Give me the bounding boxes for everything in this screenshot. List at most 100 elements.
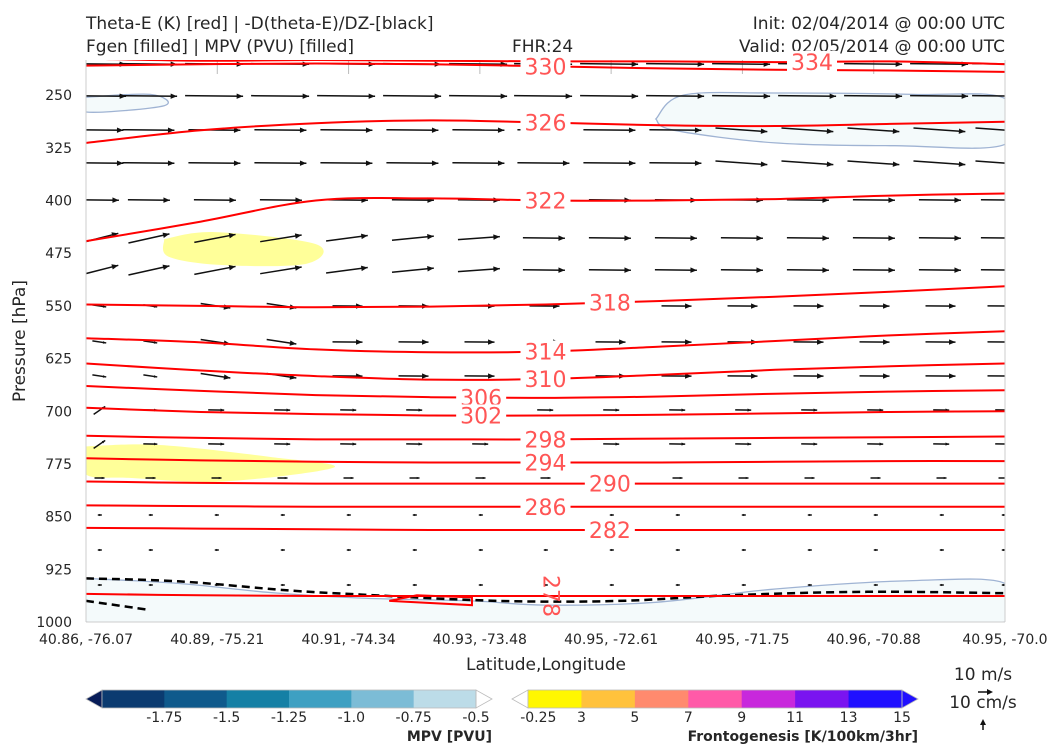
colorbar-fgen-tick: 13 (840, 710, 858, 726)
y-axis-label: Pressure [hPa] (10, 280, 30, 402)
wind-arrow (852, 197, 895, 203)
colorbar-mpv-tick: -1.75 (146, 710, 182, 726)
wind-arrow (786, 197, 829, 203)
vector-scale-horizontal: 10 m/s (954, 665, 1012, 685)
y-tick-label: 475 (45, 246, 72, 262)
wind-arrow (715, 127, 768, 134)
wind-arrow (386, 160, 439, 166)
wind-arrow (478, 548, 483, 552)
wind-arrow (148, 583, 153, 587)
x-tick-label: 40.95, -70.0 (962, 632, 1047, 648)
wind-arrow (870, 476, 881, 480)
wind-arrow (119, 93, 178, 99)
colorbar-fgen-extend-right (901, 689, 919, 709)
wind-arrow (675, 513, 680, 517)
wind-arrow (801, 408, 818, 412)
wind-arrow (92, 374, 107, 378)
wind-arrow (145, 476, 156, 480)
wind-arrow (86, 264, 119, 275)
wind-arrow (128, 264, 170, 276)
wind-arrow (522, 267, 565, 273)
wind-arrow (603, 408, 620, 412)
colorbar-mpv: -1.75 -1.5 -1.25 -1.0 -0.75 -0.5 -0.25 (85, 689, 556, 726)
wind-arrow (741, 583, 746, 587)
wind-arrow (472, 442, 489, 446)
x-tick-label: 40.96, -70.88 (827, 632, 921, 648)
wind-arrow (793, 339, 824, 345)
wind-arrow (260, 265, 302, 275)
wind-arrow (995, 409, 1005, 411)
wind-arrow (340, 442, 357, 446)
wind-arrow (975, 160, 1005, 164)
colorbar-fgen-extend-left (511, 689, 529, 709)
wind-arrow (325, 265, 368, 274)
fgen-region-lower (86, 444, 335, 482)
wind-arrow (94, 476, 105, 480)
wind-arrow (86, 197, 119, 203)
theta-e-label-bg (520, 340, 571, 363)
wind-arrow (672, 476, 683, 480)
wind-arrow (266, 338, 297, 346)
wind-arrow (251, 93, 310, 99)
wind-arrow (609, 513, 614, 517)
wind-arrow (208, 442, 225, 446)
wind-arrow (987, 375, 1005, 377)
x-tick-label: 40.91, -74.34 (302, 632, 396, 648)
ddz-dashed-contour-short (86, 599, 151, 612)
wind-arrow (603, 442, 620, 446)
colorbar-mpv-swatch (164, 690, 228, 708)
theta-e-label-bg (584, 518, 635, 541)
theta-e-label-330: 330 (525, 55, 567, 80)
wind-arrow (741, 548, 746, 552)
wind-arrow (148, 548, 153, 552)
wind-arrow (781, 160, 834, 167)
wind-arrow (661, 303, 692, 309)
theta-e-label-bg (520, 367, 571, 390)
wind-arrow (995, 443, 1005, 445)
wind-arrow (807, 583, 812, 587)
wind-arrow (254, 160, 307, 166)
wind-arrow (609, 583, 614, 587)
colorbar-mpv-tick: -1.0 (338, 710, 365, 726)
wind-arrow (933, 442, 950, 446)
wind-arrow (735, 408, 752, 412)
wind-arrow (646, 61, 705, 67)
colorbar-fgen-tick: 15 (893, 710, 911, 726)
wind-arrow (1001, 583, 1005, 587)
wind-arrow (86, 160, 124, 166)
colorbar-fgen-tick: 7 (684, 710, 693, 726)
wind-arrow (646, 93, 705, 99)
colorbar-fgen-swatch (741, 690, 796, 708)
wind-arrow (340, 408, 357, 412)
wind-arrow (522, 235, 565, 241)
colorbar-mpv-tick: -0.25 (520, 710, 556, 726)
wind-arrow (127, 197, 170, 203)
theta-e-label-bg (520, 55, 571, 78)
wind-arrow (987, 341, 1005, 343)
colorbar-fgen-swatch (688, 690, 743, 708)
wind-arrow (867, 442, 884, 446)
vector-scale: 10 m/s 10 cm/s (949, 665, 1017, 730)
wind-arrow (97, 548, 102, 552)
wind-arrow (913, 127, 966, 134)
wind-arrow (654, 235, 697, 241)
wind-arrow (939, 513, 944, 517)
wind-arrow (580, 93, 639, 99)
wind-arrow (867, 408, 884, 412)
y-tick-label: 250 (45, 88, 72, 104)
theta-e-label-bg (456, 386, 507, 409)
wind-arrow (92, 340, 107, 344)
y-tick-label: 550 (45, 299, 72, 315)
wind-arrow (859, 303, 890, 309)
wind-arrow (143, 340, 158, 344)
wind-arrow (277, 476, 288, 480)
wind-arrow (847, 127, 900, 134)
colorbar-fgen: 3 5 7 9 11 13 15 (511, 689, 919, 726)
theta-e-label-286: 286 (525, 496, 567, 521)
theta-e-contour-278 (86, 592, 1005, 598)
colorbar-fgen-swatch (528, 690, 582, 708)
wind-arrow (211, 476, 222, 480)
wind-arrow (280, 583, 285, 587)
wind-arrow (661, 373, 692, 379)
